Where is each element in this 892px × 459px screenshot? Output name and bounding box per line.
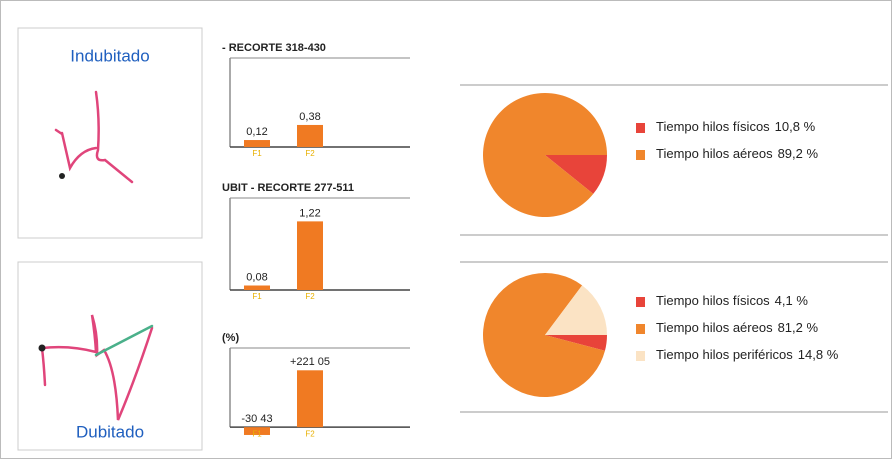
value-label: 0,12 bbox=[246, 126, 267, 138]
sample-label: Indubitado bbox=[70, 46, 149, 65]
figure: Indubitado Dubitado - RECORTE 318-430 0,1… bbox=[0, 0, 892, 459]
legend-value: 10,8 % bbox=[775, 119, 816, 134]
panel-title: - RECORTE 318-430 bbox=[222, 42, 326, 54]
legend-name: Tiempo hilos aéreos bbox=[656, 146, 773, 161]
value-label: -30 43 bbox=[241, 413, 272, 425]
legend-name: Tiempo hilos físicos bbox=[656, 119, 770, 134]
legend-name: Tiempo hilos periféricos bbox=[656, 347, 793, 362]
panel-title: UBIT - RECORTE 277-511 bbox=[222, 182, 354, 194]
category-label: F1 bbox=[252, 292, 262, 301]
legend-swatch bbox=[636, 351, 645, 361]
bar bbox=[297, 370, 323, 427]
stroke-dot bbox=[59, 173, 65, 179]
legend-entry: Tiempo hilos físicos 10,8 % bbox=[656, 119, 816, 134]
bar bbox=[297, 221, 323, 290]
legend-value: 89,2 % bbox=[778, 146, 819, 161]
legend-entry: Tiempo hilos periféricos 14,8 % bbox=[656, 347, 839, 362]
legend-swatch bbox=[636, 297, 645, 307]
stroke-dot bbox=[39, 345, 46, 352]
legend-value: 81,2 % bbox=[778, 320, 819, 335]
value-label: +221 05 bbox=[290, 356, 330, 368]
value-label: 1,22 bbox=[299, 207, 320, 219]
legend-entry: Tiempo hilos físicos 4,1 % bbox=[656, 293, 808, 308]
legend-entry: Tiempo hilos aéreos 89,2 % bbox=[656, 146, 818, 161]
bar bbox=[244, 286, 270, 291]
category-label: F2 bbox=[305, 292, 315, 301]
legend-name: Tiempo hilos físicos bbox=[656, 293, 770, 308]
category-label: F2 bbox=[305, 149, 315, 158]
value-label: 0,38 bbox=[299, 111, 320, 123]
sample-label: Dubitado bbox=[76, 422, 144, 441]
category-label: F1 bbox=[252, 149, 262, 158]
legend-value: 4,1 % bbox=[775, 293, 809, 308]
category-label: F2 bbox=[305, 429, 315, 438]
legend-entry: Tiempo hilos aéreos 81,2 % bbox=[656, 320, 818, 335]
bar bbox=[244, 140, 270, 147]
legend-swatch bbox=[636, 150, 645, 160]
legend-value: 14,8 % bbox=[798, 347, 839, 362]
bar bbox=[297, 125, 323, 147]
frame bbox=[1, 1, 892, 459]
legend-swatch bbox=[636, 123, 645, 133]
panel-title: (%) bbox=[222, 332, 239, 344]
pie-slice bbox=[483, 93, 607, 217]
legend-swatch bbox=[636, 324, 645, 334]
category-label: F1 bbox=[252, 429, 262, 438]
value-label: 0,08 bbox=[246, 271, 267, 283]
legend-name: Tiempo hilos aéreos bbox=[656, 320, 773, 335]
